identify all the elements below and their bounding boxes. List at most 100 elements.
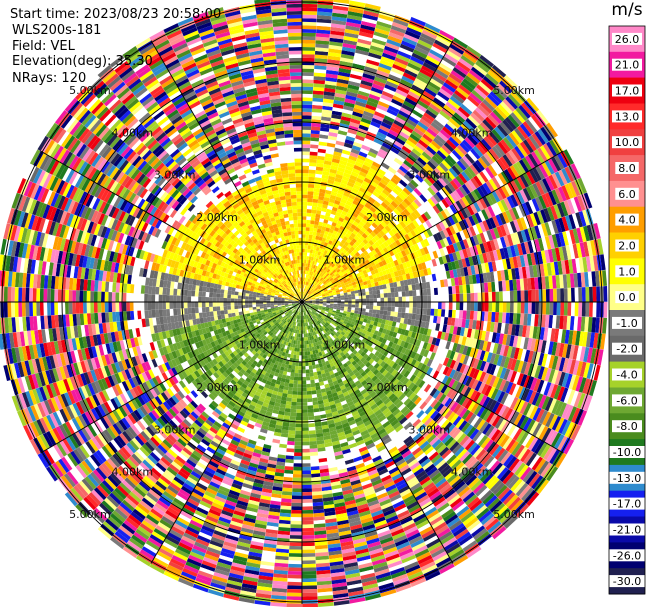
- velocity-gate: [302, 582, 317, 586]
- velocity-gate: [474, 302, 478, 311]
- velocity-gate: [302, 195, 308, 199]
- velocity-gate: [289, 557, 302, 561]
- velocity-gate: [308, 409, 314, 413]
- velocity-gate: [311, 466, 320, 470]
- velocity-gate: [287, 582, 302, 586]
- velocity-gate: [309, 365, 313, 369]
- velocity-gate: [377, 306, 381, 310]
- velocity-gate: [467, 293, 471, 302]
- velocity-gate: [492, 292, 496, 302]
- velocity-gate: [514, 302, 518, 313]
- velocity-gate: [293, 355, 296, 359]
- velocity-gate: [289, 383, 294, 387]
- velocity-gate: [306, 224, 310, 228]
- velocity-gate: [302, 557, 315, 561]
- velocity-gate: [302, 506, 313, 510]
- velocity-gate: [412, 308, 416, 314]
- velocity-gate: [305, 352, 308, 356]
- velocity-gate: [344, 297, 348, 300]
- velocity-gate: [394, 312, 398, 317]
- velocity-gate: [470, 311, 474, 320]
- velocity-gate: [345, 459, 354, 465]
- velocity-gate: [312, 109, 322, 113]
- velocity-gate: [302, 151, 310, 155]
- velocity-gate: [302, 431, 309, 435]
- velocity-gate: [302, 535, 314, 539]
- velocity-gate: [521, 290, 525, 301]
- velocity-gate: [298, 337, 300, 341]
- velocity-gate: [567, 302, 571, 316]
- velocity-gate: [327, 299, 331, 301]
- velocity-gate: [430, 309, 434, 316]
- velocity-gate: [302, 589, 317, 593]
- velocity-gate: [455, 310, 459, 318]
- velocity-gate: [352, 296, 356, 299]
- velocity-gate: [438, 302, 442, 309]
- velocity-gate: [344, 304, 348, 307]
- velocity-gate: [438, 309, 442, 316]
- velocity-gate: [463, 285, 467, 294]
- velocity-gate: [312, 361, 316, 365]
- velocity-gate: [571, 302, 575, 316]
- velocity-gate: [291, 365, 295, 369]
- velocity-gate: [307, 344, 310, 348]
- velocity-gate: [285, 405, 291, 409]
- velocity-gate: [302, 528, 314, 532]
- velocity-gate: [425, 395, 433, 404]
- velocity-gate: [287, 368, 291, 372]
- velocity-gate: [436, 355, 442, 363]
- velocity-gate: [517, 302, 521, 313]
- velocity-gate: [311, 383, 316, 387]
- velocity-gate: [313, 232, 317, 236]
- velocity-gate: [294, 452, 302, 456]
- velocity-gate: [290, 528, 302, 532]
- velocity-gate: [302, 87, 313, 91]
- velocity-gate: [510, 302, 514, 313]
- velocity-gate: [279, 444, 287, 449]
- velocity-gate: [546, 289, 550, 302]
- velocity-gate: [302, 29, 316, 33]
- velocity-gate: [302, 159, 309, 163]
- velocity-gate: [309, 438, 316, 442]
- velocity-gate: [302, 7, 317, 11]
- velocity-gate: [452, 310, 456, 318]
- velocity-gate: [423, 289, 427, 296]
- velocity-gate: [401, 286, 405, 292]
- velocity-gate: [308, 245, 311, 249]
- velocity-gate: [302, 449, 310, 453]
- velocity-gate: [307, 395, 312, 399]
- velocity-gate: [299, 366, 303, 370]
- velocity-gate: [553, 289, 557, 302]
- velocity-gate: [302, 47, 315, 51]
- velocity-gate: [302, 524, 314, 528]
- velocity-gate: [589, 287, 593, 302]
- velocity-gate: [318, 149, 326, 154]
- velocity-gate: [437, 265, 442, 273]
- velocity-gate: [550, 289, 554, 302]
- velocity-gate: [290, 532, 302, 536]
- velocity-gate: [302, 238, 305, 242]
- velocity-gate: [434, 288, 438, 295]
- velocity-gate: [361, 145, 370, 152]
- velocity-gate: [394, 438, 403, 446]
- velocity-gate: [460, 294, 464, 302]
- velocity-gate: [290, 524, 302, 528]
- velocity-gate: [294, 463, 303, 467]
- velocity-gate: [297, 402, 302, 406]
- velocity-gate: [484, 283, 488, 293]
- velocity-gate: [293, 478, 302, 482]
- velocity-gate: [496, 292, 500, 302]
- velocity-gate: [439, 248, 445, 257]
- velocity-gate: [436, 363, 443, 372]
- velocity-gate: [302, 470, 311, 474]
- velocity-gate: [302, 503, 313, 507]
- velocity-gate: [307, 198, 313, 202]
- velocity-gate: [285, 459, 293, 463]
- velocity-gate: [363, 302, 367, 305]
- velocity-gate: [302, 18, 317, 22]
- velocity-gate: [499, 302, 503, 312]
- velocity-gate: [441, 309, 445, 317]
- velocity-gate: [289, 560, 303, 564]
- velocity-gate: [304, 252, 307, 256]
- velocity-gate: [308, 405, 314, 409]
